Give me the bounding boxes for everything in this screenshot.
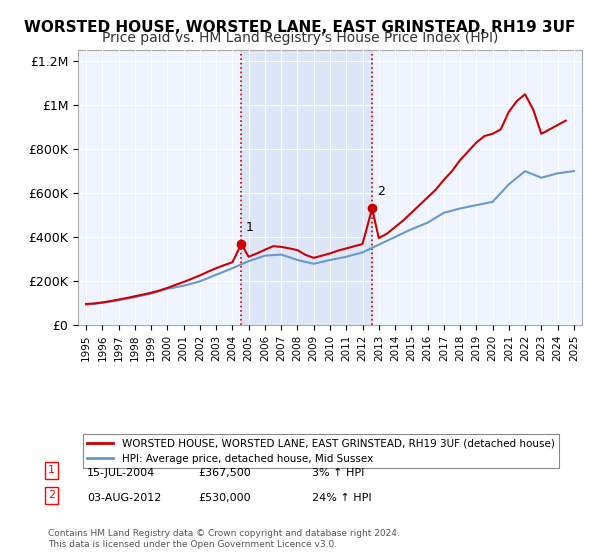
Text: 1: 1 (48, 465, 55, 475)
Text: WORSTED HOUSE, WORSTED LANE, EAST GRINSTEAD, RH19 3UF: WORSTED HOUSE, WORSTED LANE, EAST GRINST… (25, 20, 575, 35)
Text: 3% ↑ HPI: 3% ↑ HPI (312, 468, 364, 478)
Text: 03-AUG-2012: 03-AUG-2012 (87, 493, 161, 503)
Text: 1: 1 (246, 221, 254, 234)
Text: Price paid vs. HM Land Registry's House Price Index (HPI): Price paid vs. HM Land Registry's House … (102, 31, 498, 45)
Text: £530,000: £530,000 (198, 493, 251, 503)
Text: 24% ↑ HPI: 24% ↑ HPI (312, 493, 371, 503)
Bar (241, 50, 372, 325)
Text: 15-JUL-2004: 15-JUL-2004 (87, 468, 155, 478)
Legend: WORSTED HOUSE, WORSTED LANE, EAST GRINSTEAD, RH19 3UF (detached house), HPI: Ave: WORSTED HOUSE, WORSTED LANE, EAST GRINST… (83, 435, 559, 468)
Text: 2: 2 (48, 491, 55, 501)
Text: 2: 2 (377, 185, 385, 198)
Text: £367,500: £367,500 (198, 468, 251, 478)
Text: Contains HM Land Registry data © Crown copyright and database right 2024.
This d: Contains HM Land Registry data © Crown c… (48, 529, 400, 549)
